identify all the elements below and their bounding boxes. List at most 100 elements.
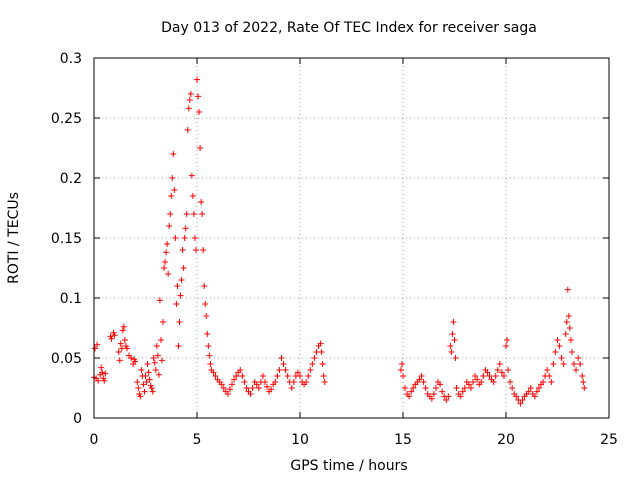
data-point — [166, 223, 173, 229]
y-tick-label: 0.2 — [60, 171, 82, 187]
data-point — [204, 331, 211, 337]
data-point — [397, 367, 404, 373]
y-tick-label: 0.1 — [60, 291, 82, 307]
data-point — [146, 376, 153, 383]
data-point — [154, 352, 161, 359]
data-point — [564, 286, 571, 293]
data-point — [199, 211, 206, 217]
data-point — [581, 385, 588, 391]
data-point — [398, 361, 405, 367]
data-point — [174, 283, 181, 289]
data-point — [253, 381, 260, 388]
data-point — [141, 388, 148, 395]
data-point — [170, 151, 177, 157]
data-point — [249, 385, 256, 391]
data-point — [176, 319, 183, 325]
data-point — [108, 335, 115, 342]
data-point — [98, 364, 105, 371]
data-point — [261, 379, 268, 385]
data-point — [202, 301, 209, 307]
data-point — [226, 386, 233, 393]
data-point — [448, 349, 455, 355]
data-point — [247, 391, 254, 397]
data-point — [203, 313, 210, 319]
data-point — [556, 343, 563, 349]
data-point — [579, 373, 586, 379]
data-point — [188, 172, 195, 179]
data-point — [187, 91, 194, 97]
data-point — [566, 325, 573, 331]
data-point — [490, 379, 497, 385]
data-point — [472, 373, 479, 379]
data-point — [210, 369, 217, 376]
data-point — [535, 385, 542, 391]
data-point — [290, 379, 297, 385]
data-point — [153, 343, 160, 349]
data-point — [99, 369, 106, 376]
data-point — [194, 76, 200, 83]
data-point — [218, 381, 225, 388]
data-point — [243, 385, 250, 391]
data-point — [200, 247, 207, 253]
data-point — [239, 373, 246, 379]
data-point — [175, 343, 182, 349]
data-point — [319, 361, 326, 367]
data-point — [443, 397, 450, 403]
data-point — [220, 385, 227, 391]
data-point — [186, 97, 193, 103]
data-point — [282, 367, 289, 373]
data-point — [241, 379, 248, 385]
data-point — [274, 373, 281, 379]
data-point — [422, 385, 429, 391]
data-point — [182, 225, 189, 232]
data-point — [513, 393, 520, 400]
data-point — [575, 355, 582, 361]
data-point — [321, 379, 328, 385]
data-point — [546, 373, 553, 379]
data-point — [229, 381, 236, 388]
data-point — [192, 247, 199, 253]
data-point — [517, 400, 524, 407]
data-point — [305, 373, 312, 379]
data-point — [503, 343, 509, 349]
data-point — [307, 367, 314, 373]
data-point — [540, 379, 547, 385]
data-point — [570, 361, 577, 367]
data-point — [190, 211, 197, 217]
y-tick-label: 0.05 — [51, 351, 82, 367]
data-point — [552, 349, 559, 355]
data-point — [116, 357, 123, 364]
data-point — [163, 249, 170, 256]
x-tick-label: 5 — [193, 432, 202, 448]
data-point — [459, 388, 466, 395]
data-point — [284, 373, 291, 379]
data-point — [420, 379, 427, 385]
data-point — [439, 388, 446, 395]
data-point — [430, 391, 437, 397]
data-point — [196, 109, 203, 115]
data-point — [117, 340, 124, 347]
data-point — [309, 361, 316, 367]
data-point — [470, 379, 477, 385]
data-point — [102, 370, 109, 377]
data-point — [474, 376, 481, 383]
data-point — [191, 235, 198, 241]
data-point — [400, 373, 406, 379]
data-point — [280, 361, 287, 367]
data-point — [161, 265, 168, 271]
data-point — [484, 369, 491, 376]
data-point — [148, 385, 155, 391]
data-point — [152, 367, 159, 373]
data-point — [544, 367, 551, 373]
data-point — [207, 361, 214, 367]
data-point — [128, 355, 135, 361]
data-point — [94, 341, 101, 348]
data-point — [237, 367, 244, 373]
data-point — [492, 373, 499, 379]
y-tick-label: 0.25 — [51, 111, 82, 127]
data-point — [480, 373, 487, 379]
x-tick-label: 15 — [394, 432, 412, 448]
data-point — [509, 385, 516, 391]
data-point — [272, 379, 279, 385]
data-point — [189, 193, 196, 199]
